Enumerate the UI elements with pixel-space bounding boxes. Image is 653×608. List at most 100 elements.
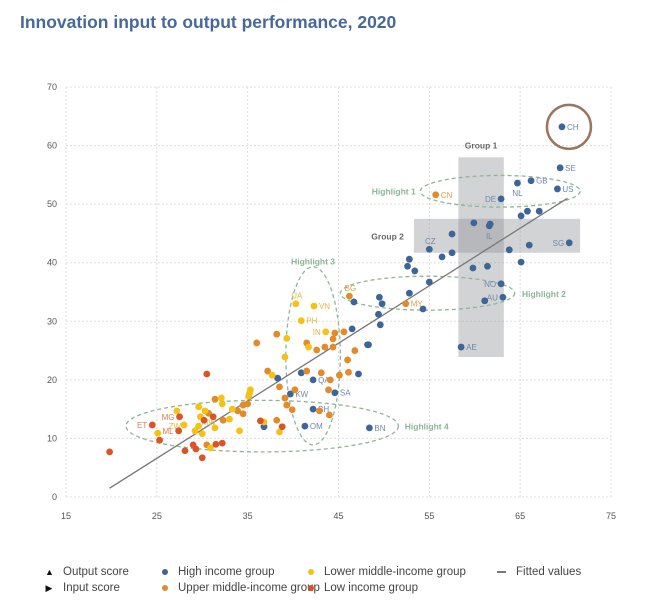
data-point-high <box>331 389 339 397</box>
data-point-upper <box>345 368 352 376</box>
data-point-high <box>527 177 535 185</box>
data-point-lower <box>236 427 243 435</box>
data-point-upper <box>303 367 311 375</box>
y-tick-label: 10 <box>47 433 57 443</box>
data-point-high <box>425 245 433 253</box>
x-tick-label: 15 <box>61 511 71 521</box>
legend-label: Upper middle-income group <box>178 582 320 594</box>
data-point-upper <box>239 410 247 418</box>
country-label: SA <box>340 389 351 398</box>
data-point-upper <box>326 376 334 384</box>
data-point-upper <box>219 416 227 424</box>
data-point-low <box>212 440 220 448</box>
data-point-lower <box>154 429 162 437</box>
data-point-high <box>348 325 356 333</box>
country-label: GB <box>536 177 548 186</box>
data-point-low <box>192 445 200 453</box>
x-tick-label: 75 <box>606 511 616 521</box>
y-tick-label: 40 <box>47 258 57 268</box>
data-point-upper <box>244 400 252 408</box>
data-point-upper <box>234 407 242 415</box>
data-point-upper <box>273 330 281 338</box>
country-label: IN <box>313 328 321 337</box>
fitted-line <box>109 197 568 489</box>
highlight-label: Highlight 4 <box>405 422 449 432</box>
legend-label: High income group <box>178 566 275 578</box>
data-point-high <box>517 258 525 266</box>
data-point-lower <box>198 430 206 438</box>
data-point-upper <box>336 371 343 379</box>
data-point-high <box>448 230 456 238</box>
data-point-high <box>376 321 384 329</box>
y-tick-label: 30 <box>47 316 57 326</box>
data-point-lower <box>201 407 209 415</box>
data-point-lower <box>283 334 291 342</box>
legend-label: Input score <box>63 582 120 594</box>
y-tick-label: 50 <box>47 199 57 209</box>
data-point-lower <box>310 302 318 310</box>
data-point-high <box>260 423 268 431</box>
data-point-upper <box>317 369 325 377</box>
legend-dot-low <box>308 585 314 591</box>
legend-fitted-values: Fitted values <box>497 566 581 578</box>
country-label: IL <box>486 232 493 241</box>
data-point-high <box>505 246 513 254</box>
country-label: MW <box>202 418 217 427</box>
legend-input-score: ▶ Input score <box>45 582 120 594</box>
data-point-upper <box>326 411 333 419</box>
legend-line <box>497 571 506 573</box>
highlight-ellipse <box>125 399 400 453</box>
data-point-upper <box>432 191 440 199</box>
data-point-high <box>470 219 478 227</box>
data-point-upper <box>291 386 299 394</box>
data-point-upper <box>273 416 281 424</box>
x-tick-label: 55 <box>424 511 434 521</box>
country-label: MG <box>162 413 175 422</box>
group-band <box>413 218 581 253</box>
data-point-high <box>469 264 477 272</box>
data-point-upper <box>313 346 321 354</box>
country-label: DE <box>485 195 496 204</box>
legend-lower-middle-income: Lower middle-income group <box>308 566 466 578</box>
data-point-low <box>175 427 183 435</box>
country-label: CH <box>567 123 579 132</box>
data-point-lower <box>322 328 330 336</box>
country-label: KW <box>295 390 308 399</box>
data-point-high <box>438 253 446 261</box>
scatter-chart: 15 25 35 45 55 65 75 0 10 20 30 40 50 60 70 Group 1 Grou… <box>47 82 616 521</box>
data-point-lower <box>245 392 252 400</box>
country-label: MY <box>411 300 424 309</box>
highlight-ellipse <box>285 266 341 446</box>
data-point-upper <box>316 407 323 415</box>
legend-label: Low income group <box>324 582 418 594</box>
highlight-label: Highlight 3 <box>291 257 335 267</box>
data-point-lower <box>173 407 181 415</box>
country-label: US <box>562 185 573 194</box>
data-point-high <box>404 262 411 270</box>
legend-label: Output score <box>63 566 129 578</box>
data-point-high <box>378 300 386 308</box>
data-point-lower <box>226 415 233 423</box>
data-point-high <box>405 289 413 297</box>
data-point-lower <box>276 428 283 436</box>
data-point-high <box>484 262 491 270</box>
data-point-upper <box>283 401 291 409</box>
data-point-low <box>156 436 163 444</box>
data-point-low <box>209 413 217 421</box>
highlight-ellipse <box>339 275 516 311</box>
y-tick-label: 20 <box>47 375 57 385</box>
group-band <box>458 157 504 358</box>
data-point-upper <box>264 367 272 375</box>
data-point-lower <box>297 317 305 325</box>
data-point-high <box>514 179 521 187</box>
data-point-low <box>198 454 206 462</box>
country-label: SE <box>565 164 576 173</box>
data-point-upper <box>211 395 219 403</box>
data-point-high <box>309 405 317 413</box>
data-point-upper <box>402 300 410 308</box>
data-point-lower <box>180 421 188 429</box>
country-label: VN <box>319 302 330 311</box>
data-point-high <box>448 249 456 257</box>
data-point-high <box>535 207 543 215</box>
data-point-upper <box>321 343 329 351</box>
